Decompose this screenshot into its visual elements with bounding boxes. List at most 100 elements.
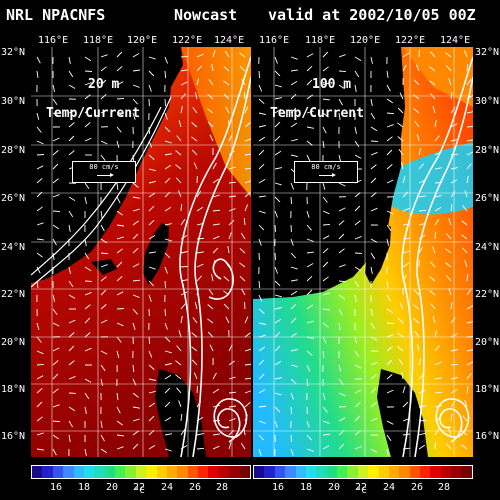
current-arrow: [386, 84, 391, 92]
current-arrow: [258, 149, 265, 156]
current-arrow: [402, 386, 406, 394]
current-arrow: [402, 250, 410, 254]
current-arrow: [164, 164, 172, 170]
current-arrow: [398, 149, 404, 156]
colorbar-left-tick-22: 22: [132, 482, 146, 493]
current-arrow: [239, 262, 246, 268]
colorbar-left-unit: °C: [134, 486, 145, 496]
current-arrow: [132, 378, 137, 386]
current-arrow: [191, 346, 198, 352]
current-arrow: [434, 207, 442, 212]
current-arrow: [132, 112, 136, 120]
current-arrow: [290, 392, 295, 400]
current-arrow: [132, 279, 141, 282]
current-arrow: [196, 263, 204, 268]
ref-arrow-icon-left: [97, 173, 114, 177]
current-vectors-100m: [258, 49, 473, 457]
current-arrow: [258, 420, 266, 424]
current-arrow: [132, 308, 138, 315]
colorbar-left-tick-20: 20: [105, 482, 119, 493]
current-arrow: [52, 360, 59, 366]
current-arrow: [466, 321, 473, 324]
current-arrow: [192, 317, 198, 324]
current-arrow: [290, 434, 292, 443]
current-arrow: [180, 81, 188, 86]
current-arrow: [274, 280, 281, 287]
current-arrow: [386, 210, 394, 215]
colorbar-swatch: [115, 466, 126, 478]
current-arrow: [164, 206, 172, 212]
current-arrow: [116, 81, 124, 86]
current-arrow: [36, 387, 43, 394]
current-arrow: [36, 70, 39, 78]
colorbar-swatch: [83, 466, 95, 478]
current-arrow: [208, 78, 214, 86]
lon-label-right-122: 122°E: [395, 35, 426, 46]
current-arrow: [84, 317, 91, 324]
current-arrow: [306, 364, 311, 372]
current-arrow: [418, 432, 426, 436]
map-panel-100m: [253, 47, 473, 457]
current-arrow: [306, 126, 314, 129]
current-arrow: [207, 121, 214, 128]
lon-label-left-122: 122°E: [172, 35, 203, 46]
current-arrow: [386, 149, 393, 156]
current-arrow: [466, 349, 473, 352]
current-arrow: [212, 247, 219, 254]
current-arrow: [244, 180, 251, 184]
current-arrow: [180, 235, 188, 240]
current-arrow: [370, 448, 378, 453]
current-arrow: [223, 276, 230, 282]
current-arrow: [116, 248, 123, 254]
current-arrow: [322, 51, 329, 58]
current-arrow: [228, 181, 237, 184]
current-arrow: [306, 94, 313, 100]
current-arrow: [180, 316, 183, 324]
current-arrow: [418, 148, 422, 156]
current-arrow: [418, 405, 426, 408]
current-arrow: [338, 84, 346, 90]
current-arrow: [196, 275, 202, 282]
current-arrow: [100, 434, 105, 442]
current-arrow: [148, 154, 155, 161]
current-arrow: [274, 97, 282, 100]
lat-label-left-20: 20°N: [1, 337, 26, 348]
colorbar-right-tick-20: 20: [327, 482, 341, 493]
current-arrow: [68, 224, 71, 232]
current-arrow: [466, 151, 473, 156]
current-arrow: [211, 274, 214, 282]
current-arrow: [148, 390, 156, 394]
current-arrow: [148, 168, 156, 172]
lat-label-right-24: 24°N: [475, 242, 500, 253]
current-arrow: [418, 209, 427, 212]
current-arrow: [180, 265, 189, 268]
current-arrow: [68, 280, 74, 288]
current-arrow: [466, 111, 473, 114]
current-arrow: [466, 335, 473, 338]
current-arrow: [132, 406, 140, 409]
model-title: NRL NPACNFS: [6, 6, 106, 24]
lat-label-left-18: 18°N: [1, 384, 26, 395]
current-arrow: [164, 322, 168, 330]
colorbar-swatch: [104, 466, 115, 478]
current-arrow: [52, 150, 59, 156]
current-arrow: [84, 82, 92, 86]
current-arrow: [212, 388, 220, 394]
current-arrow: [212, 223, 220, 226]
current-arrow: [116, 112, 124, 117]
colorbar-swatch: [305, 466, 317, 478]
current-arrow: [68, 135, 75, 142]
current-arrow: [306, 263, 314, 268]
current-arrow: [258, 238, 262, 246]
current-arrow: [290, 93, 297, 100]
current-arrow: [434, 441, 436, 450]
current-arrow: [448, 428, 452, 436]
current-arrow: [461, 430, 468, 436]
current-arrow: [116, 308, 125, 310]
current-arrow: [464, 400, 468, 408]
colorbar-swatch: [135, 466, 147, 478]
current-arrow: [68, 70, 74, 78]
current-arrow: [68, 210, 74, 218]
current-arrow: [461, 234, 468, 240]
current-arrow: [306, 275, 313, 282]
